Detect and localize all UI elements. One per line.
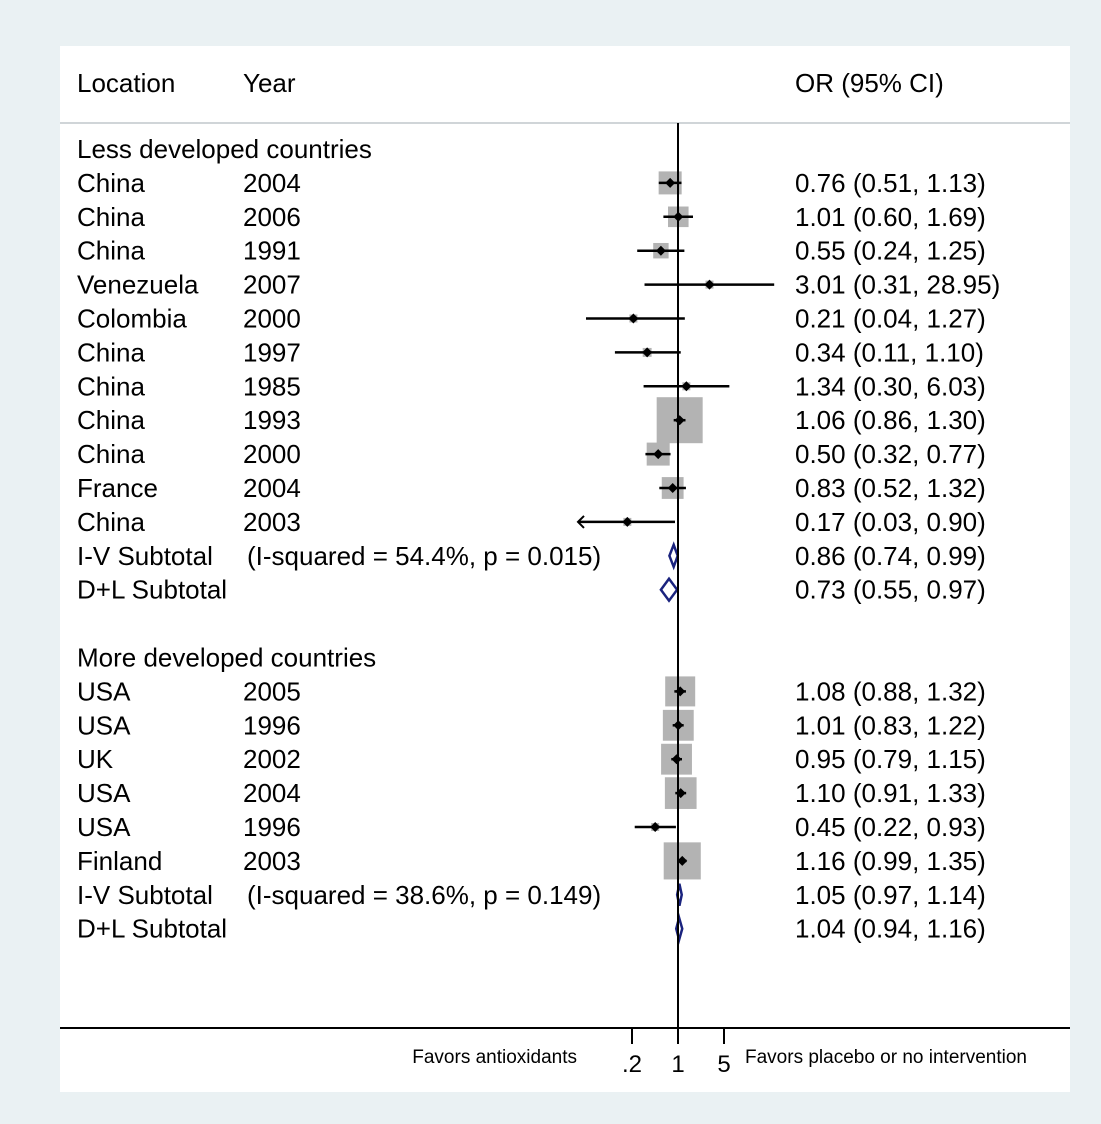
study-or-ci: 0.34 (0.11, 1.10) bbox=[795, 337, 984, 367]
study-location: UK bbox=[77, 744, 114, 774]
x-axis-ticks: .2 1 5 bbox=[622, 1028, 731, 1078]
subtotal-or-ci: 1.05 (0.97, 1.14) bbox=[795, 880, 986, 910]
study-year: 2004 bbox=[243, 778, 301, 808]
favors-left-label: Favors antioxidants bbox=[412, 1047, 577, 1068]
study-point-estimate bbox=[622, 516, 633, 527]
study-year: 1997 bbox=[243, 337, 301, 367]
study-location: China bbox=[77, 405, 145, 435]
header-effect: OR (95% CI) bbox=[795, 68, 944, 98]
study-location: China bbox=[77, 439, 145, 469]
study-point-estimate bbox=[650, 822, 661, 832]
study-or-ci: 1.01 (0.83, 1.22) bbox=[795, 710, 986, 740]
study-year: 2006 bbox=[243, 202, 301, 232]
study-point-estimate bbox=[665, 177, 676, 188]
study-point-estimate bbox=[704, 279, 715, 290]
study-point-estimate bbox=[677, 855, 688, 866]
study-point-estimate bbox=[653, 449, 664, 460]
forest-rows: Less developed countries China 2004 0.76 (0… bbox=[77, 134, 1000, 945]
study-point-estimate bbox=[667, 483, 678, 493]
study-location: USA bbox=[77, 778, 131, 808]
study-or-ci: 0.76 (0.51, 1.13) bbox=[795, 168, 986, 198]
study-year: 2002 bbox=[243, 744, 301, 774]
x-tick-label: 1 bbox=[671, 1051, 684, 1078]
subtotal-label: D+L Subtotal bbox=[77, 914, 227, 944]
study-point-estimate bbox=[642, 347, 653, 358]
study-point-estimate bbox=[681, 381, 692, 392]
study-year: 2004 bbox=[243, 168, 301, 198]
header-year: Year bbox=[243, 68, 296, 98]
subtotal-label: D+L Subtotal bbox=[77, 575, 227, 605]
study-year: 2003 bbox=[243, 846, 301, 876]
subtotal-diamond bbox=[668, 541, 680, 571]
subtotal-stats: (I-squared = 38.6%, p = 0.149) bbox=[247, 880, 601, 910]
study-point-estimate bbox=[655, 245, 666, 256]
study-year: 2005 bbox=[243, 676, 301, 706]
study-or-ci: 1.08 (0.88, 1.32) bbox=[795, 676, 986, 706]
study-year: 2000 bbox=[243, 439, 301, 469]
study-point-estimate bbox=[671, 754, 682, 765]
x-tick-label: 5 bbox=[717, 1051, 730, 1078]
study-location: China bbox=[77, 371, 145, 401]
favors-right-label: Favors placebo or no intervention bbox=[745, 1047, 1027, 1068]
group-title: Less developed countries bbox=[77, 134, 372, 164]
study-year: 2007 bbox=[243, 270, 301, 300]
plot-area bbox=[60, 46, 1070, 1092]
study-year: 2000 bbox=[243, 304, 301, 334]
study-or-ci: 0.21 (0.04, 1.27) bbox=[795, 304, 986, 334]
header-location: Location bbox=[77, 68, 175, 98]
study-location: China bbox=[77, 507, 145, 537]
study-location: USA bbox=[77, 676, 131, 706]
study-location: China bbox=[77, 168, 145, 198]
study-location: China bbox=[77, 337, 145, 367]
study-location: Venezuela bbox=[77, 270, 199, 300]
subtotal-diamond bbox=[659, 576, 679, 603]
study-or-ci: 1.10 (0.91, 1.33) bbox=[795, 778, 986, 808]
study-or-ci: 1.06 (0.86, 1.30) bbox=[795, 405, 986, 435]
study-year: 2004 bbox=[243, 473, 301, 503]
study-year: 1996 bbox=[243, 812, 301, 842]
x-tick-label: .2 bbox=[622, 1051, 642, 1078]
subtotal-or-ci: 1.04 (0.94, 1.16) bbox=[795, 914, 986, 944]
study-or-ci: 0.83 (0.52, 1.32) bbox=[795, 473, 986, 503]
study-or-ci: 1.16 (0.99, 1.35) bbox=[795, 846, 986, 876]
study-or-ci: 0.17 (0.03, 0.90) bbox=[795, 507, 986, 537]
study-or-ci: 0.50 (0.32, 0.77) bbox=[795, 439, 986, 469]
study-location: Colombia bbox=[77, 304, 187, 334]
subtotal-label: I-V Subtotal bbox=[77, 541, 213, 571]
study-year: 2003 bbox=[243, 507, 301, 537]
study-or-ci: 1.01 (0.60, 1.69) bbox=[795, 202, 986, 232]
study-year: 1985 bbox=[243, 371, 301, 401]
study-location: China bbox=[77, 202, 145, 232]
study-location: USA bbox=[77, 812, 131, 842]
study-or-ci: 0.55 (0.24, 1.25) bbox=[795, 236, 986, 266]
study-location: USA bbox=[77, 710, 131, 740]
study-or-ci: 0.95 (0.79, 1.15) bbox=[795, 744, 986, 774]
study-year: 1996 bbox=[243, 710, 301, 740]
subtotal-label: I-V Subtotal bbox=[77, 880, 213, 910]
study-or-ci: 3.01 (0.31, 28.95) bbox=[795, 270, 1000, 300]
study-or-ci: 1.34 (0.30, 6.03) bbox=[795, 371, 986, 401]
group-title: More developed countries bbox=[77, 643, 376, 673]
ci-truncation-arrow bbox=[576, 515, 585, 529]
study-year: 1993 bbox=[243, 405, 301, 435]
subtotal-or-ci: 0.86 (0.74, 0.99) bbox=[795, 541, 986, 571]
study-or-ci: 0.45 (0.22, 0.93) bbox=[795, 812, 986, 842]
study-year: 1991 bbox=[243, 236, 301, 266]
subtotal-or-ci: 0.73 (0.55, 0.97) bbox=[795, 575, 986, 605]
study-location: China bbox=[77, 236, 145, 266]
study-location: Finland bbox=[77, 846, 162, 876]
study-point-estimate bbox=[628, 313, 639, 324]
study-location: France bbox=[77, 473, 158, 503]
subtotal-stats: (I-squared = 54.4%, p = 0.015) bbox=[247, 541, 601, 571]
